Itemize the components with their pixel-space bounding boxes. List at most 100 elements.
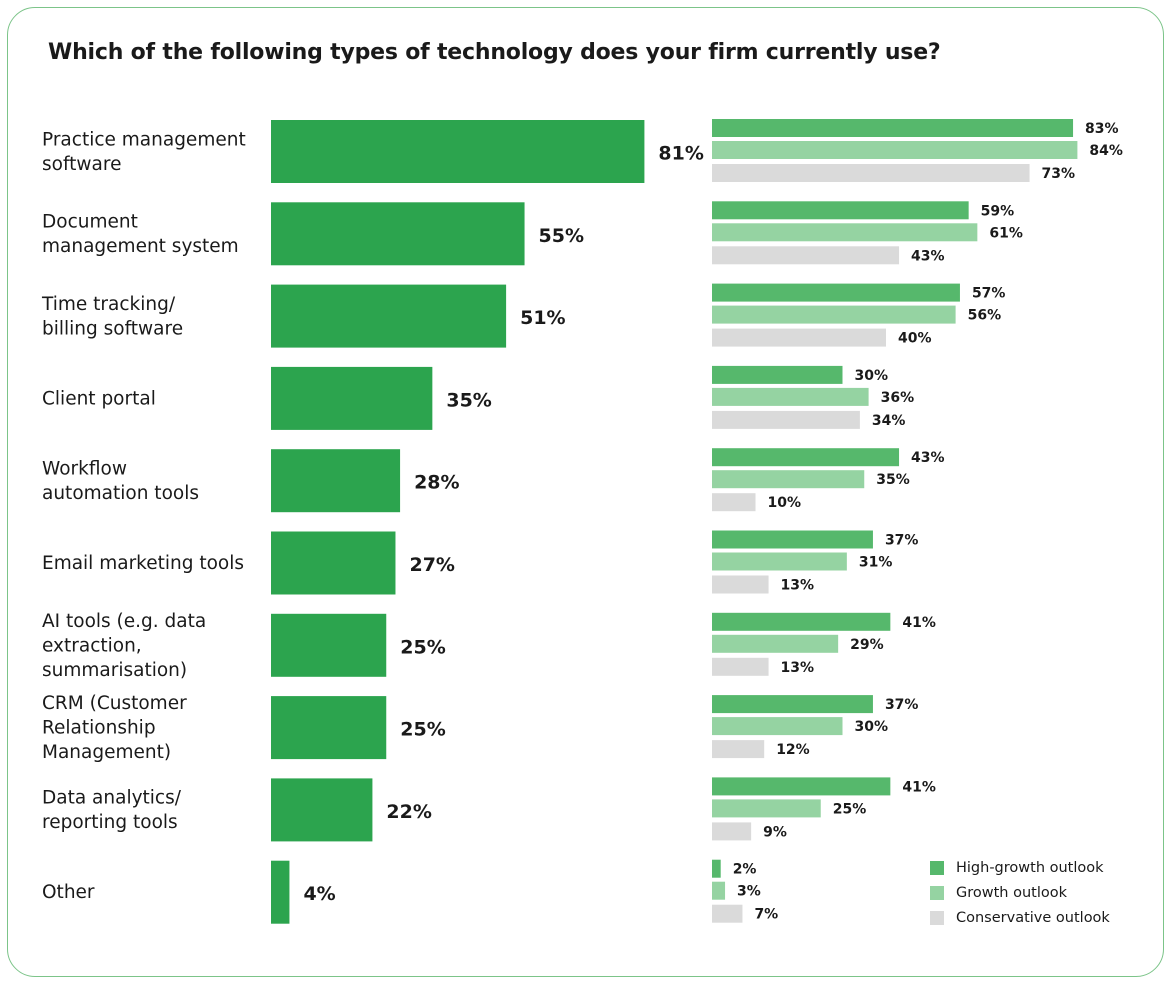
bar-value-conservative-outlook-practice-management-software: 73% <box>1042 166 1076 182</box>
bar-growth-outlook-practice-management-software <box>712 141 1078 159</box>
bar-conservative-outlook-client-portal <box>712 410 860 429</box>
bar-high-growth-outlook-time-tracking-billing-software <box>712 283 960 302</box>
bar-data-analytics-reporting-tools <box>271 778 373 842</box>
bar-high-growth-outlook-workflow-automation-tools <box>712 448 900 467</box>
bar-conservative-outlook-data-analytics-reporting-tools <box>712 822 752 841</box>
bar-value-growth-outlook-practice-management-software: 84% <box>1089 143 1123 159</box>
bar-value-growth-outlook-workflow-automation-tools: 35% <box>876 472 910 488</box>
chart-title: Which of the following types of technolo… <box>48 40 941 65</box>
bar-value-high-growth-outlook-other: 2% <box>733 862 757 878</box>
bar-value-growth-outlook-ai-tools-e-g-data-extraction-summarisation: 29% <box>850 637 884 653</box>
bar-conservative-outlook-crm-customer-relationship-management <box>712 740 765 759</box>
category-label-other: Other <box>42 882 95 903</box>
bar-value-high-growth-outlook-practice-management-software: 83% <box>1085 121 1119 137</box>
category-label-workflow-automation-tools-line-1: Workflow <box>42 458 127 479</box>
bar-conservative-outlook-other <box>712 904 743 923</box>
category-label-data-analytics-reporting-tools-line-2: reporting tools <box>42 812 178 833</box>
category-label-crm-customer-relationship-management-line-2: Relationship <box>42 718 156 739</box>
bar-growth-outlook-document-management-system <box>712 223 978 242</box>
bar-high-growth-outlook-client-portal <box>712 365 843 384</box>
legend-label-growth: Growth outlook <box>956 884 1068 901</box>
bar-crm-customer-relationship-management <box>271 696 387 760</box>
category-label-crm-customer-relationship-management-line-1: CRM (Customer <box>42 693 187 714</box>
category-label-ai-tools-e-g-data-extraction-summarisation-line-2: extraction, <box>42 635 142 656</box>
bar-conservative-outlook-email-marketing-tools <box>712 575 769 594</box>
bar-conservative-outlook-ai-tools-e-g-data-extraction-summarisation <box>712 657 769 676</box>
bar-value-conservative-outlook-workflow-automation-tools: 10% <box>768 495 802 511</box>
bar-value-growth-outlook-client-portal: 36% <box>881 390 915 406</box>
bar-growth-outlook-client-portal <box>712 387 869 406</box>
category-label-practice-management-software-line-2: software <box>42 154 121 175</box>
category-label-ai-tools-e-g-data-extraction-summarisation-line-3: summarisation) <box>42 660 187 681</box>
bar-email-marketing-tools <box>271 531 396 595</box>
bar-value-conservative-outlook-client-portal: 34% <box>872 413 906 429</box>
bar-value-high-growth-outlook-email-marketing-tools: 37% <box>885 533 919 549</box>
bar-high-growth-outlook-crm-customer-relationship-management <box>712 695 873 714</box>
bar-value-growth-outlook-crm-customer-relationship-management: 30% <box>855 719 889 735</box>
bar-value-email-marketing-tools: 27% <box>409 554 454 576</box>
legend-label-conservative: Conservative outlook <box>956 909 1110 926</box>
legend: High-growth outlook Growth outlook Conse… <box>930 855 1110 930</box>
bar-value-conservative-outlook-email-marketing-tools: 13% <box>781 578 815 594</box>
bar-value-high-growth-outlook-document-management-system: 59% <box>981 203 1015 219</box>
bar-value-high-growth-outlook-data-analytics-reporting-tools: 41% <box>902 779 936 795</box>
bar-value-document-management-system: 55% <box>539 225 584 247</box>
bar-value-client-portal: 35% <box>446 389 491 411</box>
bar-value-conservative-outlook-other: 7% <box>754 907 778 923</box>
bar-value-conservative-outlook-ai-tools-e-g-data-extraction-summarisation: 13% <box>781 660 815 676</box>
bar-conservative-outlook-time-tracking-billing-software <box>712 328 886 347</box>
bar-value-growth-outlook-other: 3% <box>737 884 761 900</box>
bar-value-practice-management-software: 81% <box>658 143 703 165</box>
bar-value-growth-outlook-data-analytics-reporting-tools: 25% <box>833 801 867 817</box>
bar-value-ai-tools-e-g-data-extraction-summarisation: 25% <box>400 636 445 658</box>
bar-time-tracking-billing-software <box>271 284 507 348</box>
category-label-time-tracking-billing-software-line-2: billing software <box>42 318 183 339</box>
category-label-time-tracking-billing-software-line-1: Time tracking/ <box>41 294 176 315</box>
bar-conservative-outlook-document-management-system <box>712 246 900 265</box>
bar-growth-outlook-other <box>712 881 726 900</box>
bar-growth-outlook-data-analytics-reporting-tools <box>712 799 821 818</box>
bar-value-high-growth-outlook-time-tracking-billing-software: 57% <box>972 286 1006 302</box>
legend-swatch-growth <box>930 885 944 900</box>
legend-swatch-high-growth <box>930 860 944 875</box>
bar-high-growth-outlook-document-management-system <box>712 201 969 220</box>
bar-conservative-outlook-workflow-automation-tools <box>712 493 756 512</box>
legend-item-growth: Growth outlook <box>930 880 1110 905</box>
bar-high-growth-outlook-other <box>712 859 721 878</box>
bar-value-other: 4% <box>303 883 335 905</box>
bar-value-conservative-outlook-document-management-system: 43% <box>911 248 945 264</box>
category-label-data-analytics-reporting-tools-line-1: Data analytics/ <box>42 788 182 809</box>
bar-value-workflow-automation-tools: 28% <box>414 472 459 494</box>
bar-value-high-growth-outlook-client-portal: 30% <box>855 368 889 384</box>
bar-workflow-automation-tools <box>271 449 401 513</box>
bar-client-portal <box>271 366 433 430</box>
bar-high-growth-outlook-data-analytics-reporting-tools <box>712 777 891 796</box>
bar-value-data-analytics-reporting-tools: 22% <box>386 801 431 823</box>
bar-value-crm-customer-relationship-management: 25% <box>400 719 445 741</box>
bar-conservative-outlook-practice-management-software <box>712 164 1030 182</box>
bar-document-management-system <box>271 202 525 266</box>
category-label-workflow-automation-tools-line-2: automation tools <box>42 483 199 504</box>
bar-high-growth-outlook-email-marketing-tools <box>712 530 873 549</box>
bar-growth-outlook-crm-customer-relationship-management <box>712 717 843 736</box>
bar-practice-management-software <box>271 120 645 183</box>
bar-value-high-growth-outlook-workflow-automation-tools: 43% <box>911 450 945 466</box>
category-label-ai-tools-e-g-data-extraction-summarisation-line-1: AI tools (e.g. data <box>42 611 206 632</box>
bar-growth-outlook-email-marketing-tools <box>712 552 847 571</box>
bar-high-growth-outlook-ai-tools-e-g-data-extraction-summarisation <box>712 612 891 631</box>
legend-label-high-growth: High-growth outlook <box>956 859 1104 876</box>
category-label-crm-customer-relationship-management-line-3: Management) <box>42 742 171 763</box>
category-label-practice-management-software-line-1: Practice management <box>42 129 246 150</box>
bar-high-growth-outlook-practice-management-software <box>712 119 1074 137</box>
bar-value-conservative-outlook-data-analytics-reporting-tools: 9% <box>763 824 787 840</box>
legend-swatch-conservative <box>930 910 944 925</box>
category-label-email-marketing-tools: Email marketing tools <box>42 553 244 574</box>
bar-value-high-growth-outlook-crm-customer-relationship-management: 37% <box>885 697 919 713</box>
bar-value-time-tracking-billing-software: 51% <box>520 307 565 329</box>
bar-growth-outlook-ai-tools-e-g-data-extraction-summarisation <box>712 634 839 653</box>
category-label-client-portal: Client portal <box>42 388 156 409</box>
bar-value-high-growth-outlook-ai-tools-e-g-data-extraction-summarisation: 41% <box>902 615 936 631</box>
legend-item-high-growth: High-growth outlook <box>930 855 1110 880</box>
bar-value-conservative-outlook-time-tracking-billing-software: 40% <box>898 331 932 347</box>
